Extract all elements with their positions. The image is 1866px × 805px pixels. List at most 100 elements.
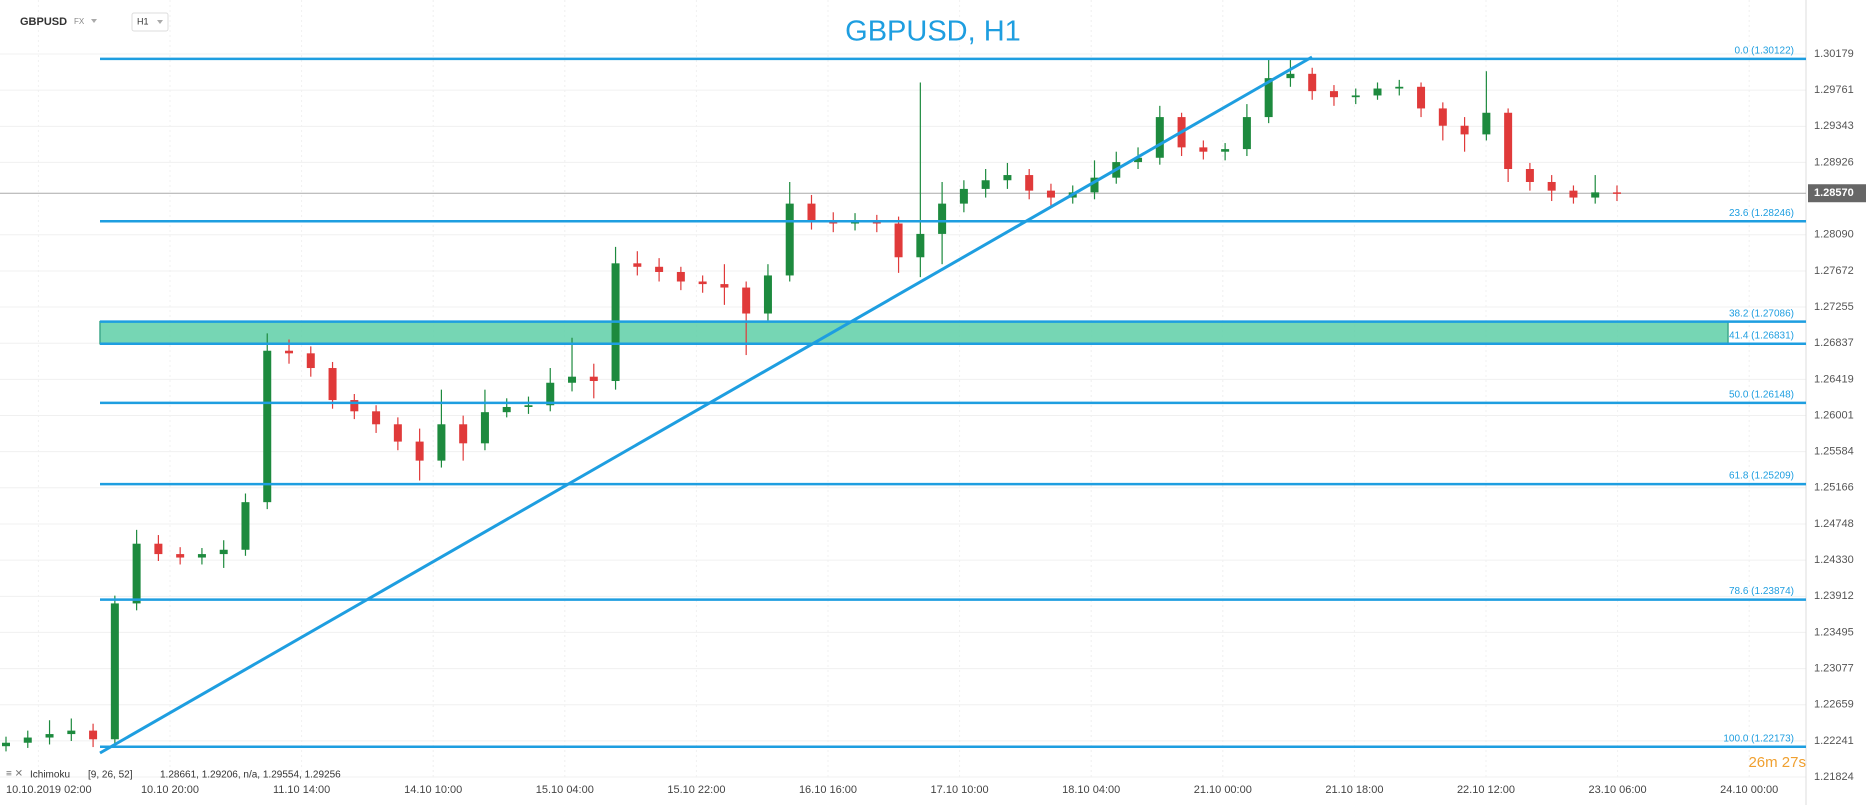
candle-body (1591, 192, 1600, 198)
x-tick-label: 10.10.2019 02:00 (6, 784, 92, 796)
symbol[interactable]: GBPUSD (20, 16, 67, 28)
fib-label: 78.6 (1.23874) (1729, 586, 1794, 597)
x-tick-label: 17.10 10:00 (931, 784, 989, 796)
candle-body (916, 233, 925, 258)
fib-zone (99, 320, 1729, 345)
fib-label: 38.2 (1.27086) (1729, 308, 1794, 319)
candle-body (176, 554, 185, 558)
candle-body (1373, 88, 1382, 96)
fib-label: 61.8 (1.25209) (1729, 471, 1794, 482)
candle-body (241, 502, 250, 550)
y-tick-label: 1.24748 (1814, 518, 1854, 530)
x-tick-label: 16.10 16:00 (799, 784, 857, 796)
x-tick-label: 14.10 10:00 (404, 784, 462, 796)
fib-label: 50.0 (1.26148) (1729, 389, 1794, 400)
candle-body (1438, 108, 1447, 126)
candle-body (589, 376, 598, 382)
y-tick-label: 1.22659 (1814, 699, 1854, 711)
candle-body (372, 411, 381, 425)
candle-body (763, 275, 772, 314)
candle-body (23, 737, 32, 743)
x-tick-label: 15.10 22:00 (667, 784, 725, 796)
candle-body (894, 223, 903, 258)
candle-body (154, 543, 163, 555)
y-tick-label: 1.29761 (1814, 84, 1854, 96)
candle-body (742, 287, 751, 314)
candle-body (480, 412, 489, 444)
candle-body (1547, 181, 1556, 191)
candle-body (1308, 73, 1317, 92)
candle-body (633, 263, 642, 267)
y-tick-label: 1.27255 (1814, 301, 1854, 313)
indicator-icons[interactable]: ≡ ✕ (6, 769, 23, 780)
candle-body (350, 400, 359, 412)
fib-label: 0.0 (1.30122) (1735, 46, 1795, 57)
y-tick-label: 1.25584 (1814, 446, 1854, 458)
y-tick-label: 1.28926 (1814, 156, 1854, 168)
candle-body (1003, 175, 1012, 181)
y-tick-label: 1.23077 (1814, 662, 1854, 674)
candle-body (45, 734, 54, 738)
timeframe[interactable]: H1 (137, 16, 149, 26)
candle-body (655, 266, 664, 272)
dropdown-arrow[interactable] (157, 20, 163, 24)
candle-body (1025, 175, 1034, 191)
candle-body (1569, 190, 1578, 198)
candle-body (2, 742, 10, 747)
timeframe-box[interactable] (131, 12, 169, 32)
candle-body (110, 603, 119, 740)
candle-body (698, 281, 707, 285)
y-tick-label: 1.26001 (1814, 409, 1854, 421)
x-tick-label: 21.10 18:00 (1325, 784, 1383, 796)
candle-body (676, 271, 685, 282)
y-tick-label: 1.24330 (1814, 554, 1854, 566)
indicator-values: 1.28661, 1.29206, n/a, 1.29554, 1.29256 (160, 770, 341, 781)
x-tick-label: 10.10 20:00 (141, 784, 199, 796)
candle-body (285, 350, 294, 354)
candle-body (67, 730, 76, 735)
candle-body (415, 441, 424, 461)
candle-body (1525, 169, 1534, 182)
candle-body (1090, 177, 1099, 193)
indicator-params: [9, 26, 52] (88, 770, 133, 781)
candle-body (720, 284, 729, 288)
y-tick-label: 1.27672 (1814, 265, 1854, 277)
candle-body (1504, 112, 1513, 170)
y-tick-label: 1.25166 (1814, 482, 1854, 494)
y-tick-label: 1.26837 (1814, 337, 1854, 349)
candle-body (89, 730, 98, 740)
candle-body (1286, 73, 1295, 79)
chart-title: GBPUSD, H1 (845, 16, 1021, 48)
candle-body (219, 549, 228, 555)
candle-body (328, 368, 337, 401)
market: FX (74, 17, 85, 26)
candle-body (1199, 147, 1208, 152)
candle-body (1395, 86, 1404, 89)
x-tick-label: 24.10 00:00 (1720, 784, 1778, 796)
current-price-label: 1.28570 (1814, 187, 1854, 199)
candle-body (524, 405, 533, 407)
fib-label: 41.4 (1.26831) (1729, 330, 1794, 341)
candle-body (1155, 117, 1164, 158)
candle-body (1612, 192, 1621, 194)
candle-body (938, 203, 947, 234)
x-tick-label: 23.10 06:00 (1589, 784, 1647, 796)
dropdown-arrow[interactable] (91, 19, 97, 23)
candle-body (263, 350, 272, 503)
y-tick-label: 1.28090 (1814, 229, 1854, 241)
y-tick-label: 1.23495 (1814, 626, 1854, 638)
indicator-name: Ichimoku (30, 770, 70, 781)
candle-body (1329, 91, 1338, 98)
candle-body (807, 203, 816, 221)
trend-line (99, 55, 1313, 755)
x-tick-label: 22.10 12:00 (1457, 784, 1515, 796)
y-tick-label: 1.29343 (1814, 120, 1854, 132)
fib-label: 23.6 (1.28246) (1729, 208, 1794, 219)
candle-body (132, 543, 141, 604)
candle-body (1242, 117, 1251, 150)
candle-body (1134, 157, 1143, 163)
candle-body (981, 180, 990, 189)
candle-body (393, 424, 402, 442)
